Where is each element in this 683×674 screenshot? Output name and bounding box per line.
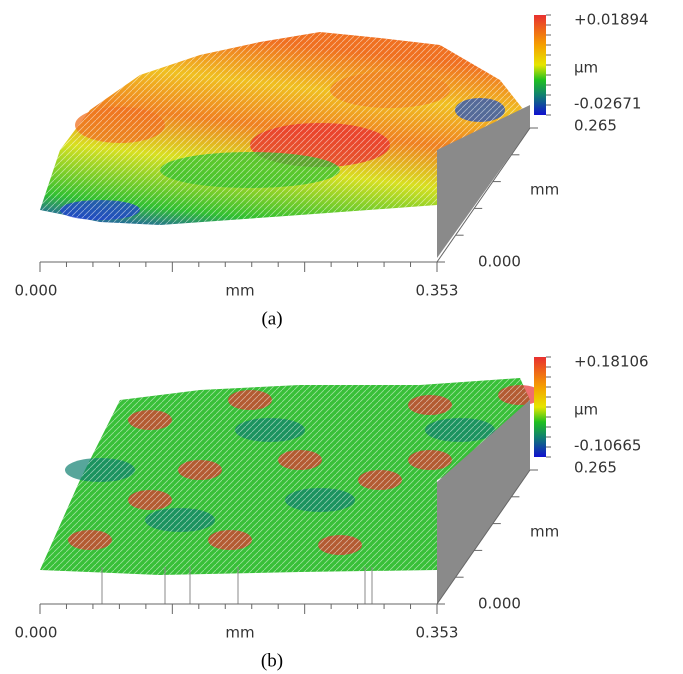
y-axis [436, 127, 531, 263]
surface-mesh [40, 32, 530, 225]
y-min: 0.000 [478, 595, 521, 613]
surface-mesh [40, 378, 530, 575]
y-unit: mm [530, 181, 559, 199]
scale-min: -0.02671 [574, 95, 641, 113]
x-max: 0.353 [416, 282, 459, 300]
scale-unit: µm [574, 59, 598, 77]
x-min: 0.000 [15, 624, 58, 642]
x-unit: mm [225, 282, 254, 300]
y-min: 0.000 [478, 253, 521, 271]
color-bar [534, 357, 546, 457]
caption: (b) [261, 650, 283, 671]
panel: +0.18106 µm -0.10665 0.265 mm 0.000 0.000 mm 0.3… [15, 353, 649, 672]
scale-min: -0.10665 [574, 437, 641, 455]
y-axis [436, 469, 531, 605]
scale-max: +0.01894 [574, 11, 649, 29]
panel: +0.01894 µm -0.02671 0.265 mm 0.000 0.000 mm 0.3… [15, 11, 649, 330]
scale-unit: µm [574, 401, 598, 419]
x-max: 0.353 [416, 624, 459, 642]
scale-max: +0.18106 [574, 353, 649, 371]
y-unit: mm [530, 523, 559, 541]
y-max: 0.265 [574, 459, 617, 477]
y-max: 0.265 [574, 117, 617, 135]
x-unit: mm [225, 624, 254, 642]
side-wall [437, 105, 530, 258]
x-min: 0.000 [15, 282, 58, 300]
color-bar [534, 15, 546, 115]
caption: (a) [261, 308, 282, 329]
side-wall [437, 400, 530, 604]
